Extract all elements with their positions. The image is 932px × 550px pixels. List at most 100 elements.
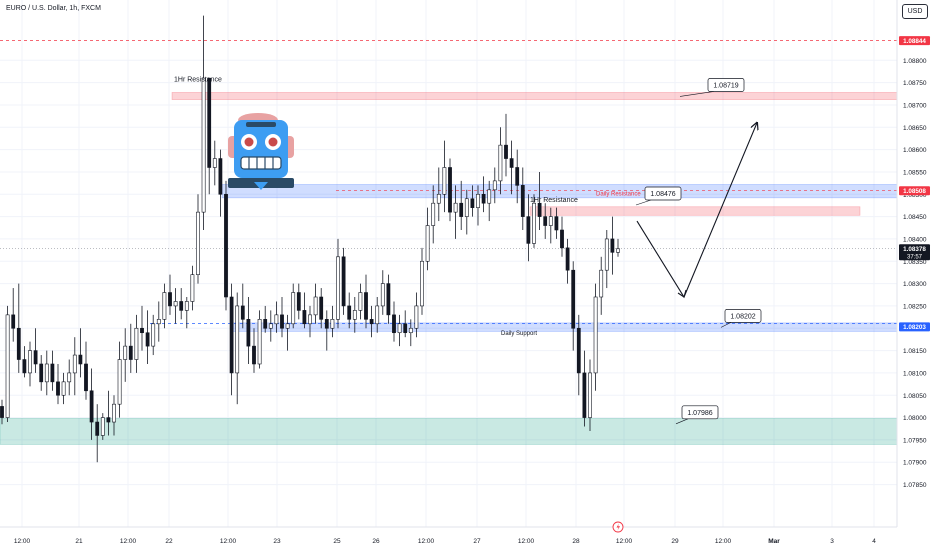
candle-body bbox=[526, 216, 531, 244]
candle-body bbox=[616, 248, 620, 253]
price-badge-label: 1.08508 bbox=[903, 188, 926, 195]
candle-body bbox=[448, 167, 452, 213]
time-tick-label: 12:00 bbox=[518, 538, 535, 545]
candle-body bbox=[308, 314, 312, 325]
time-tick-label: 29 bbox=[671, 538, 679, 545]
candle-body bbox=[274, 314, 279, 325]
candle-body bbox=[582, 372, 587, 418]
price-badge[interactable] bbox=[899, 36, 930, 46]
candle-body bbox=[168, 292, 172, 307]
candle-body bbox=[392, 314, 396, 334]
price-tick-label: 1.07850 bbox=[903, 482, 927, 489]
price-badge-label: 1.08844 bbox=[903, 38, 926, 45]
candle-body bbox=[44, 363, 49, 383]
price-tick-label: 1.07950 bbox=[903, 437, 927, 444]
candle-body bbox=[229, 296, 234, 374]
price-badge-countdown: 37:57 bbox=[907, 254, 923, 260]
candle-body bbox=[201, 77, 206, 213]
candle-body bbox=[302, 310, 307, 325]
candle-body bbox=[386, 283, 391, 316]
price-tick-label: 1.08450 bbox=[903, 214, 927, 221]
price-tick-label: 1.08350 bbox=[903, 259, 927, 266]
candle-body bbox=[207, 77, 212, 168]
candle-body bbox=[212, 158, 217, 168]
price-callout[interactable] bbox=[707, 78, 745, 92]
candle-body bbox=[252, 345, 256, 365]
price-callout[interactable] bbox=[724, 309, 762, 323]
callout-leader bbox=[679, 91, 715, 97]
candle-body bbox=[235, 305, 240, 374]
candle-body bbox=[263, 319, 268, 329]
projection-arrow-tip bbox=[677, 289, 687, 298]
robot-mascot-icon bbox=[228, 113, 294, 190]
price-tick-label: 1.08600 bbox=[903, 147, 927, 154]
candle-body bbox=[28, 350, 32, 374]
candle-body bbox=[89, 390, 94, 423]
price-tick-label: 1.08000 bbox=[903, 415, 927, 422]
price-badge[interactable] bbox=[899, 244, 930, 261]
zone-5[interactable] bbox=[0, 418, 898, 445]
price-callout[interactable] bbox=[644, 186, 682, 201]
zone-label: Daily Resistance bbox=[596, 191, 641, 197]
price-tick-label: 1.08700 bbox=[903, 102, 927, 109]
candle-body bbox=[246, 319, 251, 347]
time-tick-label: 22 bbox=[165, 538, 173, 545]
candle-body bbox=[313, 296, 318, 316]
time-tick-label: 12:00 bbox=[14, 538, 31, 545]
candle-body bbox=[134, 327, 139, 360]
candle-body bbox=[22, 359, 27, 374]
candle-body bbox=[50, 363, 55, 383]
candle-body bbox=[548, 216, 553, 226]
candle-body bbox=[599, 269, 604, 298]
candle-body bbox=[190, 274, 195, 302]
time-tick-label: 12:00 bbox=[715, 538, 732, 545]
price-tick-label: 1.07900 bbox=[903, 460, 927, 467]
candle-body bbox=[347, 305, 352, 320]
candle-body bbox=[257, 319, 262, 365]
candle-body bbox=[364, 292, 368, 320]
price-callout[interactable] bbox=[681, 405, 719, 420]
price-tick-label: 1.08100 bbox=[903, 370, 927, 377]
candle-body bbox=[336, 256, 340, 320]
price-tick-label: 1.08050 bbox=[903, 393, 927, 400]
callout-leader bbox=[720, 322, 732, 328]
time-tick-label: Mar bbox=[768, 538, 780, 545]
candle-body bbox=[604, 238, 609, 271]
candle-body bbox=[537, 202, 542, 217]
price-tick-label: 1.08400 bbox=[903, 236, 927, 243]
price-badge[interactable] bbox=[899, 186, 930, 196]
candle-body bbox=[425, 225, 430, 262]
time-tick-label: 4 bbox=[872, 538, 876, 545]
candle-body bbox=[196, 211, 200, 275]
candle-body bbox=[442, 167, 447, 195]
candle-body bbox=[515, 167, 520, 186]
candle-body bbox=[470, 198, 475, 208]
zone-2[interactable] bbox=[221, 184, 898, 199]
time-tick-label: 12:00 bbox=[616, 538, 633, 545]
candle-body bbox=[218, 158, 223, 195]
price-badge-label: 1.08378 bbox=[903, 246, 926, 253]
candle-body bbox=[112, 403, 116, 423]
candle-body bbox=[397, 323, 402, 334]
candle-body bbox=[464, 198, 469, 217]
candle-body bbox=[593, 296, 598, 374]
candle-body bbox=[520, 185, 525, 217]
candle-body bbox=[588, 372, 592, 418]
time-tick-label: 26 bbox=[372, 538, 380, 545]
time-tick-label: 12:00 bbox=[120, 538, 137, 545]
price-tick-label: 1.08300 bbox=[903, 281, 927, 288]
callout-label: 1.07986 bbox=[687, 410, 712, 417]
candle-body bbox=[16, 327, 21, 360]
candle-body bbox=[352, 310, 357, 320]
currency-button[interactable]: USD bbox=[902, 4, 928, 19]
candle-body bbox=[436, 193, 441, 204]
candle-body bbox=[487, 189, 492, 204]
price-tick-label: 1.08250 bbox=[903, 303, 927, 310]
time-tick-label: 3 bbox=[830, 538, 834, 545]
candle-body bbox=[100, 417, 105, 436]
candle-body bbox=[330, 319, 335, 329]
zone-1[interactable] bbox=[171, 92, 898, 100]
zone-3[interactable] bbox=[529, 206, 861, 216]
price-badge[interactable] bbox=[899, 322, 930, 332]
